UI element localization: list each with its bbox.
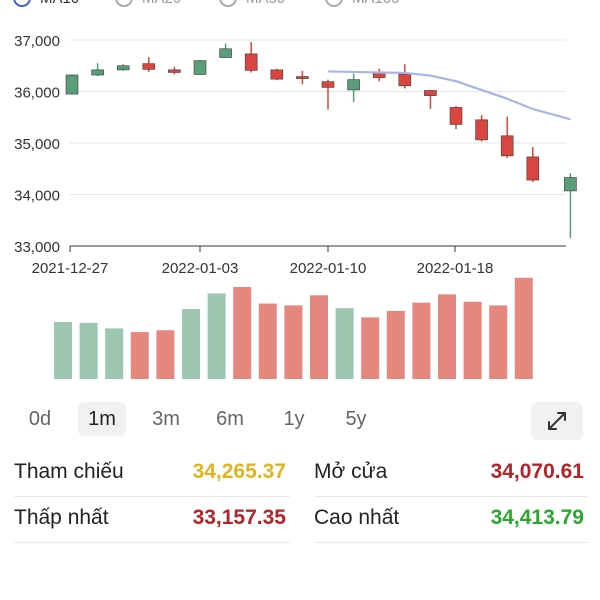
volume-bar (258, 303, 277, 379)
tab-1y[interactable]: 1y (283, 408, 305, 430)
volume-bar (310, 295, 328, 379)
tab-3m[interactable]: 3m (152, 408, 180, 430)
y-tick-label: 36,000 (14, 85, 60, 102)
stat-value: 34,070.61 (490, 460, 584, 483)
candle-down (449, 107, 463, 125)
y-tick-label: 35,000 (14, 136, 60, 153)
legend-label: MA10 (40, 0, 79, 7)
expand-button[interactable] (531, 402, 583, 440)
expand-icon (548, 412, 566, 430)
volume-bar (79, 322, 98, 379)
stat-label: Mở cửa (314, 460, 388, 483)
legend-radio-icon (325, 0, 343, 7)
candle-down (142, 63, 156, 70)
candle-down (244, 53, 258, 71)
tab-5y[interactable]: 5y (345, 408, 367, 430)
legend-radio-icon (13, 0, 31, 7)
candle-up (193, 60, 207, 75)
candle-down (526, 156, 540, 181)
stat-high: Cao nhất 34,413.79 (314, 498, 588, 543)
candle-up (219, 48, 232, 58)
stat-label: Tham chiếu (14, 460, 124, 483)
x-tick-label: 2022-01-18 (417, 260, 494, 277)
y-tick-label: 33,000 (14, 239, 60, 256)
candle-down (270, 69, 284, 80)
candle-up (65, 74, 79, 95)
candle-down (424, 90, 437, 96)
volume-bar (284, 305, 303, 379)
candle-down (321, 81, 335, 88)
candle-down (500, 135, 514, 157)
legend-label: MA100 (352, 0, 400, 7)
legend-radio-icon (219, 0, 237, 7)
candle-down (168, 69, 181, 73)
x-tick-label: 2022-01-03 (162, 260, 239, 277)
stat-low: Thấp nhất 33,157.35 (14, 498, 290, 543)
x-tick-label: 2022-01-10 (290, 260, 367, 277)
stat-open: Mở cửa 34,070.61 (314, 452, 588, 497)
volume-bar (233, 287, 252, 379)
volume-bar (514, 277, 533, 379)
y-tick-label: 37,000 (14, 33, 60, 50)
candle-down (475, 119, 488, 141)
x-tick-label: 2021-12-27 (32, 260, 109, 277)
volume-bar (438, 294, 456, 379)
volume-bar (156, 330, 175, 379)
stat-reference: Tham chiếu 34,265.37 (14, 452, 290, 497)
ma10-line (327, 70, 571, 121)
tab-0d[interactable]: 0d (28, 408, 52, 430)
volume-bar (489, 305, 508, 379)
range-tabs: 0d 1m 3m 6m 1y 5y (0, 398, 600, 444)
stat-label: Cao nhất (314, 506, 400, 529)
candle-up (564, 177, 577, 192)
candlestick-chart: MA10 MA20 MA50 MA100 37,000 36,000 35,000 34,00… (13, 0, 577, 379)
y-tick-label: 34,000 (14, 188, 60, 205)
legend-radio-icon (115, 0, 133, 7)
legend-label: MA50 (246, 0, 285, 7)
candle-up (347, 79, 360, 91)
volume-bar (386, 310, 405, 379)
volume-bar (130, 332, 149, 379)
volume-bar (361, 317, 380, 379)
stat-label: Thấp nhất (14, 506, 109, 529)
tab-1m[interactable]: 1m (78, 402, 126, 436)
volume-bar (463, 301, 482, 379)
stat-value: 34,265.37 (192, 460, 286, 483)
candle-up (91, 69, 104, 76)
volume-bar (182, 309, 200, 379)
candle-up (116, 65, 130, 71)
tab-6m[interactable]: 6m (216, 408, 244, 430)
stat-value: 33,157.35 (192, 506, 286, 529)
volume-bar (54, 321, 72, 379)
legend-label: MA20 (142, 0, 181, 7)
stat-value: 34,413.79 (490, 506, 584, 529)
volume-bar (207, 293, 226, 379)
candle-down (398, 73, 412, 87)
volume-bar (335, 308, 354, 379)
volume-bar (412, 302, 431, 379)
candle-down (296, 76, 309, 79)
volume-bar (105, 328, 124, 379)
